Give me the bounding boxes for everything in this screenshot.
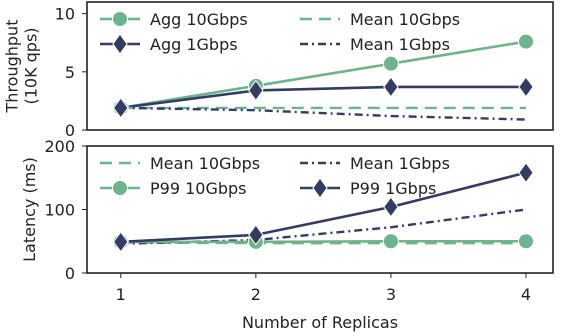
y-tick-label: 200 <box>44 137 75 156</box>
legend-label: Agg 10Gbps <box>150 10 248 29</box>
legend-entry-agg-1gbps: Agg 1Gbps <box>100 33 238 55</box>
data-point-p99-1gbps <box>518 162 534 184</box>
legend-label: P99 1Gbps <box>350 179 436 198</box>
legend-entry-mean-1gbps: Mean 1Gbps <box>300 154 450 173</box>
data-point-agg-1gbps <box>113 97 129 119</box>
y-tick-label: 0 <box>65 264 75 283</box>
series-line-agg-10gbps <box>120 40 527 110</box>
data-point-p99-10gbps <box>382 233 399 250</box>
legend-marker <box>112 180 128 196</box>
x-tick-label: 4 <box>521 285 531 304</box>
legend-marker <box>112 33 128 55</box>
legend-entry-mean-10gbps: Mean 10Gbps <box>100 154 260 173</box>
legend-entry-agg-10gbps: Agg 10Gbps <box>100 10 248 29</box>
x-tick-label: 1 <box>116 285 126 304</box>
plot-frame <box>86 1 554 131</box>
series-line-p99-10gbps <box>120 239 526 244</box>
y-tick-label: 5 <box>65 63 75 82</box>
y-tick-label: 0 <box>65 121 75 140</box>
data-point-agg-1gbps <box>518 76 534 98</box>
legend-label: Mean 10Gbps <box>150 154 260 173</box>
data-point-agg-10gbps <box>517 33 534 50</box>
chart-panel-2: 0 100 200 Latency (ms) 1 2 3 4 Number of Replica… <box>20 137 554 332</box>
data-point-p99-1gbps <box>248 224 264 246</box>
chart-panel-1: 0 5 10 Throughput(10K qps) Agg 10Gbps Agg 1Gb… <box>3 1 554 140</box>
legend-label: Mean 1Gbps <box>350 35 450 54</box>
y-tick-label: 10 <box>55 5 75 24</box>
legend-entry-mean-10gbps: Mean 10Gbps <box>300 10 460 29</box>
legend-label: Mean 1Gbps <box>350 154 450 173</box>
legend-label: Mean 10Gbps <box>350 10 460 29</box>
y-axis-label: Latency (ms) <box>20 157 39 262</box>
legend-entry-mean-1gbps: Mean 1Gbps <box>300 35 450 54</box>
x-tick-label: 2 <box>251 285 261 304</box>
data-point-agg-10gbps <box>382 55 399 72</box>
data-point-agg-1gbps <box>383 76 399 98</box>
x-tick-label: 3 <box>386 285 396 304</box>
legend-marker <box>312 177 328 199</box>
legend-label: Agg 1Gbps <box>150 35 238 54</box>
x-axis-label: Number of Replicas <box>242 313 398 332</box>
legend-entry-p99-10gbps: P99 10Gbps <box>100 179 247 198</box>
y-tick-label: 100 <box>44 201 75 220</box>
legend-entry-p99-1gbps: P99 1Gbps <box>300 177 436 199</box>
series-line-mean-1gbps <box>120 106 527 121</box>
series-line-agg-1gbps <box>120 85 526 110</box>
data-point-p99-1gbps <box>383 196 399 218</box>
data-point-p99-10gbps <box>517 233 534 250</box>
data-point-agg-1gbps <box>248 79 264 102</box>
legend-marker <box>112 11 128 27</box>
legend-label: P99 10Gbps <box>150 179 247 198</box>
data-point-p99-1gbps <box>113 231 129 253</box>
y-axis-label: Throughput(10K qps) <box>3 20 41 114</box>
series-line-p99-1gbps <box>120 171 527 244</box>
